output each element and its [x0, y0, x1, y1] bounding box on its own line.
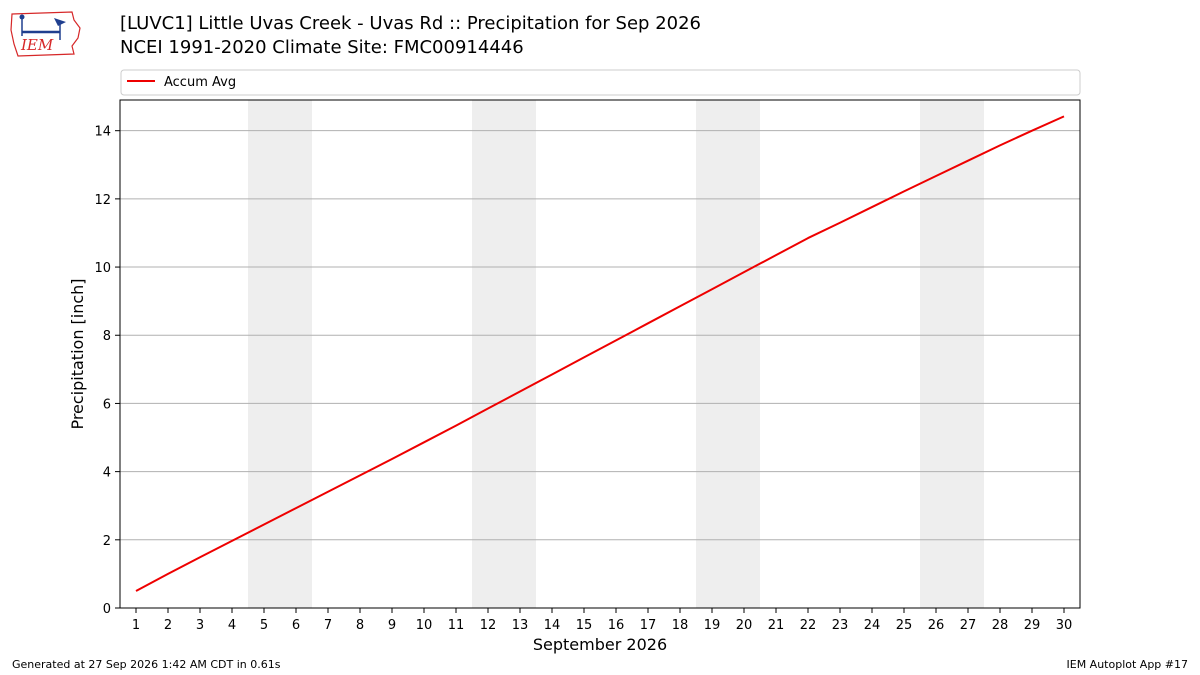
legend: Accum Avg	[120, 69, 1081, 96]
legend-box	[120, 69, 1081, 96]
x-axis: 1 2 3 4 5 6 7 8 9 10 11 12 13 14 15 16 17 18 19 20 21 22 23 24 2…	[132, 608, 1072, 633]
x-tick-label-3: 3	[196, 618, 204, 633]
x-tick-label-14: 14	[544, 618, 561, 633]
y-tick-label-0: 0	[103, 602, 111, 617]
x-tick-label-15: 15	[576, 618, 593, 633]
series-line-accum-avg	[135, 115, 1065, 592]
x-tick-label-7: 7	[324, 618, 332, 633]
plot-frame	[119, 99, 1081, 609]
x-tick-label-18: 18	[672, 618, 689, 633]
y-axis-label: Precipitation [inch]	[68, 278, 87, 429]
legend-label-accum-avg: Accum Avg	[164, 75, 236, 90]
x-tick-label-1: 1	[132, 618, 140, 633]
y-tick-label-6: 6	[103, 397, 111, 412]
y-tick-label-10: 10	[94, 261, 111, 276]
x-tick-label-16: 16	[608, 618, 625, 633]
iem-logo: IEM	[8, 6, 84, 64]
x-tick-label-25: 25	[896, 618, 913, 633]
x-tick-label-13: 13	[512, 618, 529, 633]
x-tick-label-26: 26	[928, 618, 945, 633]
x-tick-label-21: 21	[768, 618, 785, 633]
footer-app: IEM Autoplot App #17	[1066, 658, 1189, 671]
x-tick-label-11: 11	[448, 618, 465, 633]
weekend-bands	[248, 100, 984, 608]
chart-title: [LUVC1] Little Uvas Creek - Uvas Rd :: P…	[120, 13, 702, 34]
y-tick-label-14: 14	[94, 125, 111, 140]
x-tick-label-2: 2	[164, 618, 172, 633]
footer-generated: Generated at 27 Sep 2026 1:42 AM CDT in …	[12, 658, 281, 671]
x-tick-label-10: 10	[416, 618, 433, 633]
x-tick-label-28: 28	[992, 618, 1009, 633]
x-tick-label-20: 20	[736, 618, 753, 633]
x-axis-label: September 2026	[533, 635, 667, 654]
x-tick-label-27: 27	[960, 618, 977, 633]
x-tick-label-4: 4	[228, 618, 236, 633]
x-tick-label-29: 29	[1024, 618, 1041, 633]
series-layer	[135, 115, 1065, 592]
weekend-band-4	[920, 100, 984, 608]
weekend-band-1	[248, 100, 312, 608]
chart-subtitle: NCEI 1991-2020 Climate Site: FMC00914446	[120, 37, 524, 58]
y-tick-label-8: 8	[103, 329, 111, 344]
y-tick-label-4: 4	[103, 466, 111, 481]
x-tick-label-5: 5	[260, 618, 268, 633]
x-tick-label-12: 12	[480, 618, 497, 633]
x-tick-label-19: 19	[704, 618, 721, 633]
weekend-band-2	[472, 100, 536, 608]
logo-text: IEM	[20, 36, 54, 54]
x-tick-label-9: 9	[388, 618, 396, 633]
x-tick-label-6: 6	[292, 618, 300, 633]
y-axis: 0 2 4 6 8 10 12 14	[94, 125, 120, 617]
weekend-band-3	[696, 100, 760, 608]
y-tick-label-2: 2	[103, 534, 111, 549]
x-tick-label-17: 17	[640, 618, 657, 633]
y-tick-label-12: 12	[94, 193, 111, 208]
x-tick-label-23: 23	[832, 618, 849, 633]
x-tick-label-24: 24	[864, 618, 881, 633]
x-tick-label-22: 22	[800, 618, 817, 633]
x-tick-label-8: 8	[356, 618, 364, 633]
x-tick-label-30: 30	[1056, 618, 1073, 633]
